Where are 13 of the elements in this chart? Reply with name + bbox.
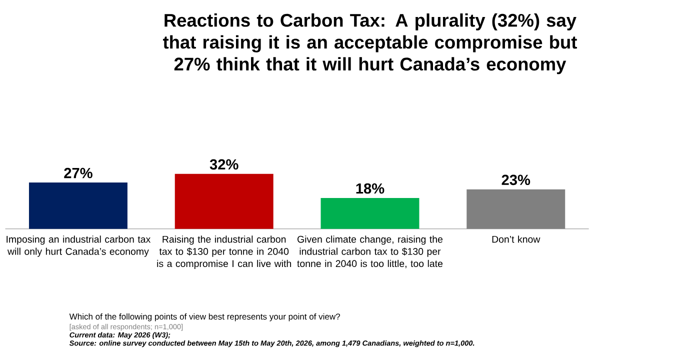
data-label: 23%	[502, 174, 530, 185]
data-label: 32%	[210, 159, 238, 170]
data-label: 18%	[356, 183, 384, 194]
bar	[28, 182, 128, 229]
x-tick-label: Imposing an industrial carbon tax will only hurt Canada’s economy	[6, 235, 151, 257]
bar	[320, 198, 420, 229]
x-tick-label: Don’t know	[492, 235, 540, 243]
data-label: 27%	[64, 168, 92, 178]
x-tick-label: Given climate change, raising the industrial carbon tax to $130 per tonne in 2040 is too little, too late	[297, 235, 443, 268]
bar	[174, 174, 274, 229]
x-tick-label: Raising the industrial carbon tax to $130 per tonne in 2040 is a compromise I can live with	[157, 235, 292, 269]
chart-title: Reactions to Carbon Tax: A plurality (32%) say that raising it is an acceptable compromise but 27% think that it will hurt Canada’s economy	[162, 13, 577, 74]
text: Which of the following points of view best represents your point of view?	[69, 313, 340, 322]
